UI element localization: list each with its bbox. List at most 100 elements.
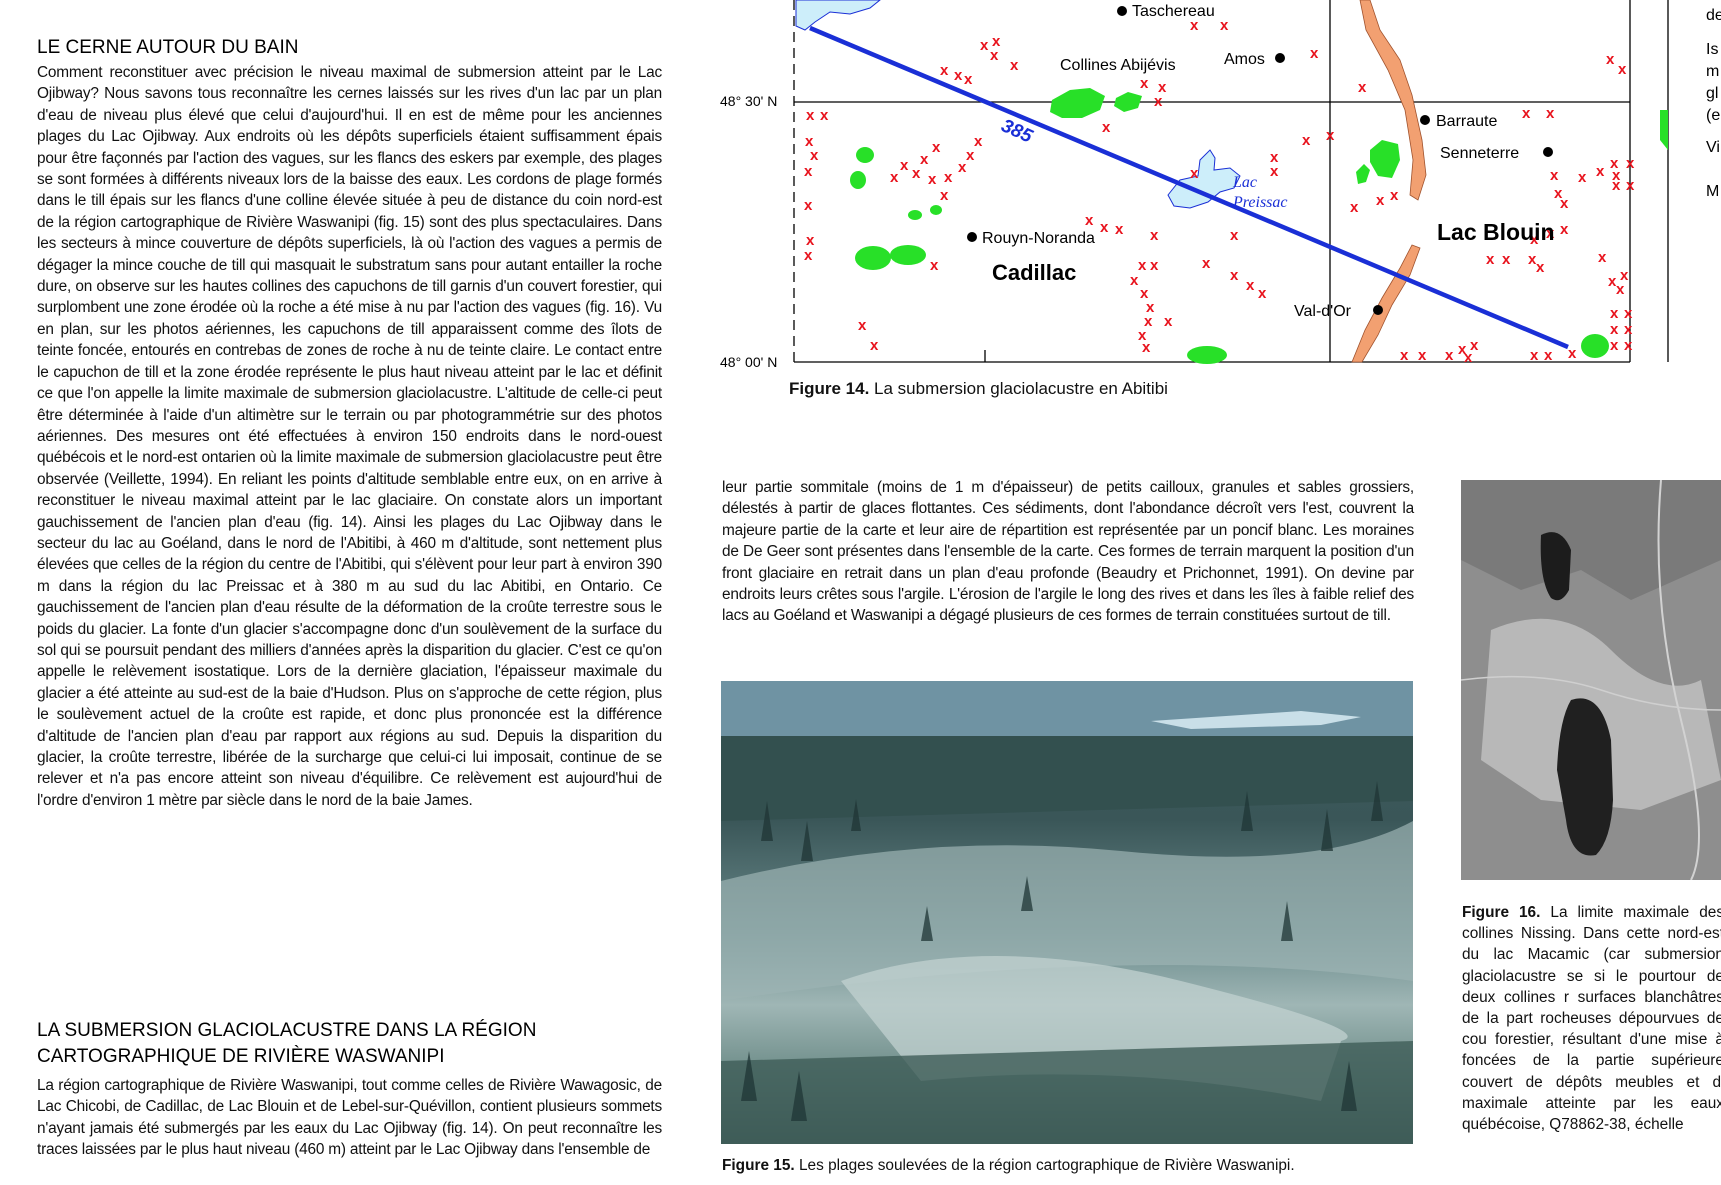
- svg-text:x: x: [1150, 227, 1159, 244]
- figure-caption-text: Les plages soulevées de la région cartog…: [798, 1157, 1295, 1174]
- figure-16-photo: [1461, 480, 1721, 880]
- svg-text:x: x: [820, 107, 829, 124]
- legend-fragment: M: [1706, 183, 1719, 200]
- figure-14-caption: Figure 14. La submersion glaciolacustre …: [789, 378, 1168, 400]
- svg-text:x: x: [1220, 17, 1229, 34]
- svg-text:x: x: [932, 139, 941, 156]
- highland-areas: [850, 88, 1668, 364]
- svg-text:x: x: [1486, 251, 1495, 268]
- svg-text:x: x: [810, 147, 819, 164]
- svg-text:x: x: [890, 169, 899, 186]
- legend-fragment: m: [1706, 63, 1719, 80]
- svg-text:x: x: [1560, 195, 1569, 212]
- svg-text:x: x: [900, 157, 909, 174]
- place-lac-preissac-2: Preissac: [1232, 194, 1288, 211]
- svg-text:x: x: [804, 197, 813, 214]
- svg-text:x: x: [1230, 227, 1239, 244]
- svg-text:x: x: [1610, 155, 1619, 172]
- svg-text:x: x: [1522, 105, 1531, 122]
- svg-text:x: x: [1158, 79, 1167, 96]
- svg-text:x: x: [1302, 132, 1311, 149]
- section-body: Comment reconstituer avec précision le n…: [37, 64, 662, 809]
- section-title-line2: CARTOGRAPHIQUE DE RIVIÈRE WASWANIPI: [37, 1046, 445, 1067]
- place-cadillac: Cadillac: [992, 260, 1076, 285]
- svg-text:x: x: [1350, 199, 1359, 216]
- svg-text:x: x: [1085, 212, 1094, 229]
- svg-text:x: x: [1550, 167, 1559, 184]
- figure-15-photo: [721, 681, 1413, 1144]
- svg-text:x: x: [1140, 75, 1149, 92]
- svg-text:x: x: [1530, 347, 1539, 364]
- svg-text:x: x: [805, 133, 814, 150]
- svg-text:x: x: [1190, 17, 1199, 34]
- svg-text:x: x: [1458, 341, 1467, 358]
- legend-fragment: Vi: [1706, 139, 1720, 156]
- place-lac-preissac-1: Lac: [1232, 174, 1257, 191]
- svg-text:x: x: [966, 147, 975, 164]
- legend-fragment: de: [1706, 7, 1721, 24]
- svg-text:x: x: [1502, 251, 1511, 268]
- place-valdor: Val-d'Or: [1294, 303, 1352, 320]
- svg-text:x: x: [1560, 221, 1569, 238]
- svg-text:x: x: [1115, 221, 1124, 238]
- svg-text:x: x: [804, 163, 813, 180]
- svg-text:x: x: [990, 47, 999, 64]
- svg-text:x: x: [1618, 61, 1627, 78]
- svg-text:x: x: [1190, 165, 1199, 182]
- svg-text:x: x: [954, 67, 963, 84]
- svg-text:x: x: [1142, 339, 1151, 356]
- place-rouyn: Rouyn-Noranda: [982, 230, 1095, 247]
- svg-text:x: x: [1146, 299, 1155, 316]
- svg-text:x: x: [1144, 313, 1153, 330]
- svg-text:x: x: [1130, 272, 1139, 289]
- svg-text:x: x: [1608, 273, 1617, 290]
- legend-fragment: (e: [1706, 107, 1720, 124]
- place-amos: Amos: [1224, 51, 1265, 68]
- svg-text:x: x: [940, 187, 949, 204]
- place-collines: Collines Abijévis: [1060, 57, 1176, 74]
- svg-text:x: x: [1258, 285, 1267, 302]
- svg-text:x: x: [1626, 155, 1635, 172]
- latitude-bottom: 48° 00' N: [720, 354, 777, 370]
- svg-text:x: x: [1598, 249, 1607, 266]
- svg-text:x: x: [1010, 57, 1019, 74]
- figure-15-caption: Figure 15. Les plages soulevées de la ré…: [722, 1155, 1422, 1176]
- middle-body-text: leur partie sommitale (moins de 1 m d'ép…: [722, 479, 1414, 625]
- svg-text:x: x: [1326, 127, 1335, 144]
- svg-text:x: x: [1270, 149, 1279, 166]
- svg-text:x: x: [1445, 347, 1454, 364]
- svg-text:x: x: [858, 317, 867, 334]
- svg-text:x: x: [940, 62, 949, 79]
- svg-text:x: x: [1624, 305, 1633, 322]
- svg-text:x: x: [870, 337, 879, 354]
- section-title: LE CERNE AUTOUR DU BAIN: [37, 37, 299, 58]
- svg-text:x: x: [1418, 347, 1427, 364]
- place-lac-blouin: Lac Blouin: [1437, 219, 1555, 245]
- svg-text:x: x: [912, 165, 921, 182]
- svg-text:x: x: [1596, 163, 1605, 180]
- svg-text:x: x: [1530, 231, 1539, 248]
- svg-text:x: x: [806, 232, 815, 249]
- svg-text:x: x: [920, 151, 929, 168]
- svg-text:x: x: [1544, 347, 1553, 364]
- svg-text:x: x: [1612, 177, 1621, 194]
- figure-caption-text: La submersion glaciolacustre en Abitibi: [874, 379, 1168, 398]
- svg-text:x: x: [1528, 251, 1537, 268]
- svg-text:x: x: [1140, 285, 1149, 302]
- svg-text:x: x: [1626, 177, 1635, 194]
- svg-text:x: x: [1310, 45, 1319, 62]
- svg-text:x: x: [1546, 225, 1555, 242]
- svg-text:x: x: [1390, 187, 1399, 204]
- svg-text:x: x: [992, 33, 1001, 50]
- svg-text:x: x: [1100, 219, 1109, 236]
- svg-text:x: x: [1536, 259, 1545, 276]
- svg-text:x: x: [1620, 267, 1629, 284]
- svg-text:x: x: [958, 159, 967, 176]
- svg-text:x: x: [1610, 337, 1619, 354]
- svg-text:x: x: [1568, 345, 1577, 362]
- legend-fragment: Is: [1706, 41, 1718, 58]
- svg-text:x: x: [1578, 169, 1587, 186]
- place-taschereau: Taschereau: [1132, 3, 1215, 20]
